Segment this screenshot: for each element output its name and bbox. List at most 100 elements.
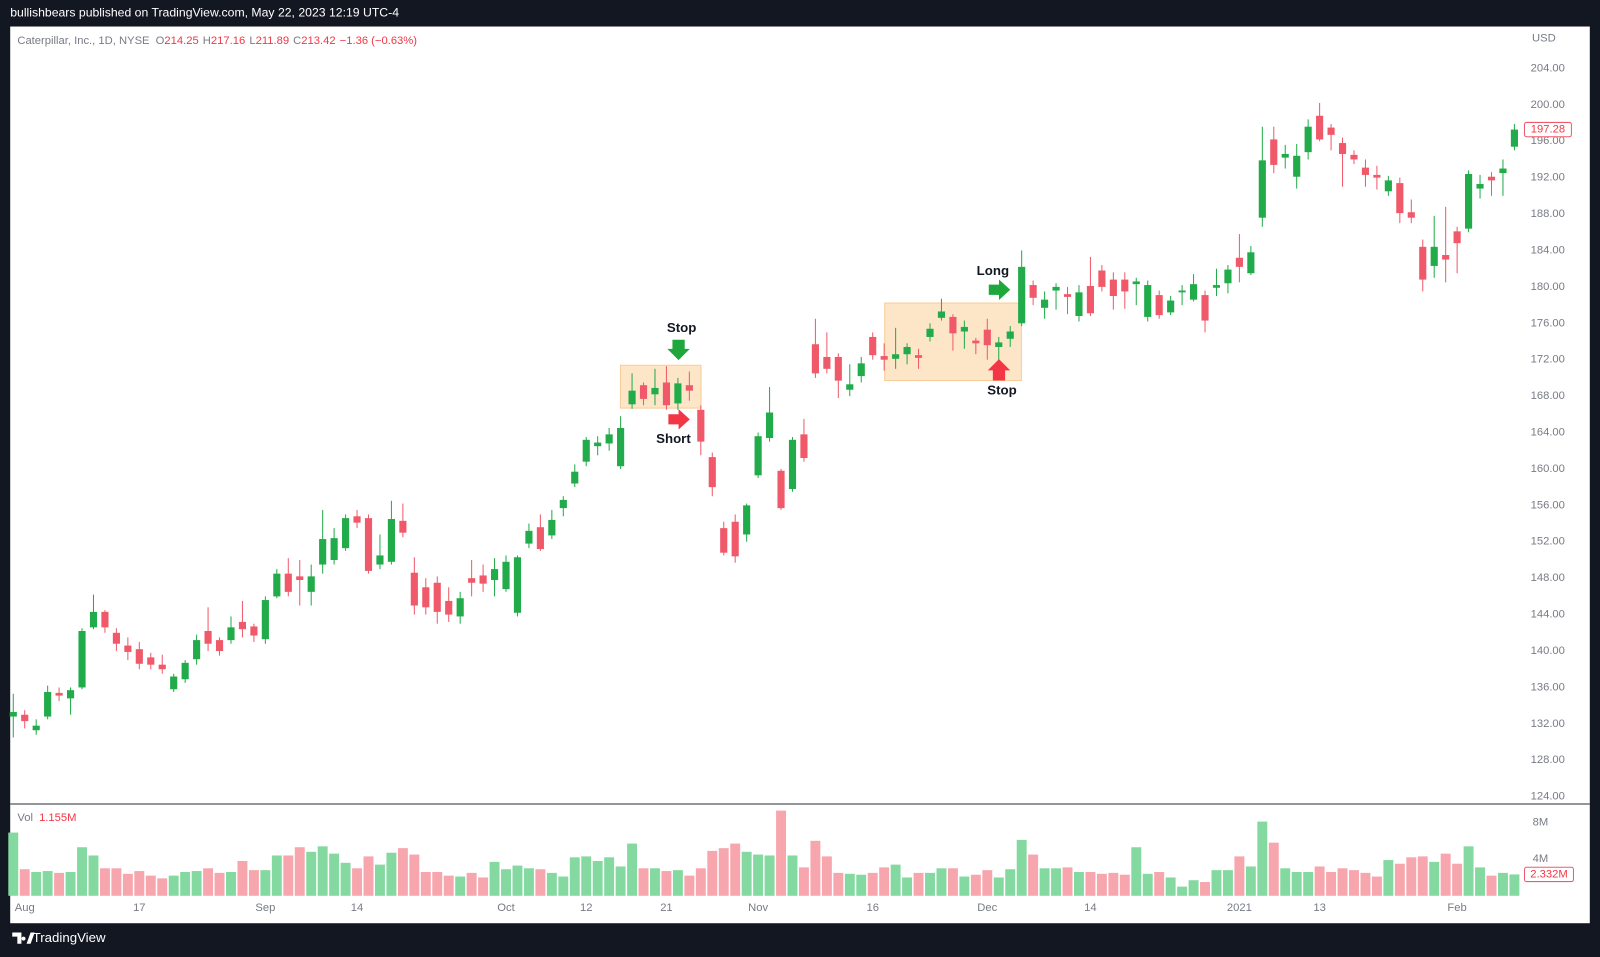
arrow-right xyxy=(988,279,1011,300)
candle-body xyxy=(78,630,86,688)
candle-body xyxy=(89,611,98,628)
candle-body xyxy=(685,385,693,391)
volume-legend-value: 1.155M xyxy=(39,812,76,824)
candle-body xyxy=(319,539,327,565)
candle-body xyxy=(364,518,373,571)
candle-body xyxy=(410,572,418,606)
candle-body xyxy=(617,427,625,467)
volume-bar xyxy=(1016,839,1027,896)
candle-body xyxy=(1132,281,1140,285)
candle-body xyxy=(937,311,946,318)
candle-body xyxy=(720,528,728,553)
volume-bar xyxy=(936,868,947,896)
volume-bar xyxy=(1245,866,1256,896)
volume-bar xyxy=(569,857,580,896)
candle-body xyxy=(468,578,476,583)
volume-bar xyxy=(214,872,225,896)
volume-bar xyxy=(718,848,729,896)
candle-body xyxy=(1396,183,1404,214)
volume-bar xyxy=(844,873,855,896)
volume-bar xyxy=(1051,868,1062,896)
legend-ohlc-value: 211.89 xyxy=(256,35,289,47)
candle-body xyxy=(1338,143,1347,154)
volume-bar xyxy=(1291,871,1302,896)
volume-bar xyxy=(180,871,191,896)
candle-body xyxy=(972,340,980,344)
volume-bar xyxy=(1177,886,1188,896)
candle-body xyxy=(766,412,774,439)
volume-bar xyxy=(168,875,179,896)
volume-bar xyxy=(8,832,19,896)
volume-bar xyxy=(650,868,660,896)
candle-body xyxy=(1063,294,1072,297)
candle-body xyxy=(1384,180,1392,192)
candle-body xyxy=(1247,252,1255,274)
y-tick-label: 140.00 xyxy=(1531,645,1565,657)
volume-bar xyxy=(947,868,958,896)
volume-bar xyxy=(810,840,821,896)
candle-body xyxy=(376,555,384,565)
candle-body xyxy=(995,342,1003,347)
candle-body xyxy=(296,576,304,581)
candle-body xyxy=(1224,269,1232,284)
candle-body xyxy=(124,645,132,652)
volume-bar xyxy=(741,851,752,896)
x-tick-label: 21 xyxy=(660,902,672,914)
x-tick-label: 2021 xyxy=(1227,902,1252,914)
candle-body xyxy=(1465,174,1473,229)
volume-tick-label: 4M xyxy=(1533,853,1549,865)
volume-bar xyxy=(798,867,809,896)
candle-body xyxy=(1304,126,1312,153)
candle-body xyxy=(628,390,636,405)
volume-bar xyxy=(535,869,546,896)
x-tick-label: Oct xyxy=(497,902,515,914)
logo-icon xyxy=(12,932,35,944)
volume-bar xyxy=(1486,875,1497,896)
candle-body xyxy=(1086,285,1094,314)
candle-body xyxy=(1235,257,1243,267)
candle-body xyxy=(857,363,865,377)
candle-body xyxy=(674,383,682,404)
candle-body xyxy=(697,409,705,442)
volume-bar xyxy=(993,877,1004,896)
volume-bar xyxy=(191,871,202,896)
volume-bar xyxy=(237,860,248,896)
candle-body xyxy=(525,530,533,544)
volume-bar xyxy=(581,856,592,896)
candle-body xyxy=(1499,168,1507,174)
legend-ohlc-label: O xyxy=(156,35,165,47)
candle-body xyxy=(1052,286,1060,291)
volume-bar xyxy=(1303,871,1314,896)
volume-bar xyxy=(1417,856,1428,896)
x-tick-label: Sep xyxy=(255,902,275,914)
candle-body xyxy=(273,573,281,597)
candle-body xyxy=(227,627,235,641)
volume-bar xyxy=(99,868,110,896)
volume-bar xyxy=(420,871,431,896)
volume-bar xyxy=(867,872,878,896)
volume-bar xyxy=(764,855,775,896)
candle-body xyxy=(1430,246,1438,266)
candle-body xyxy=(662,382,671,406)
volume-bar xyxy=(1268,842,1279,896)
volume-bar xyxy=(145,875,156,896)
candle-body xyxy=(1029,285,1037,298)
candle-body xyxy=(399,520,407,533)
footer-brand: TradingView xyxy=(33,930,106,945)
candle-body xyxy=(479,575,487,584)
candle-body xyxy=(1189,284,1198,300)
volume-bar xyxy=(1108,872,1119,896)
volume-legend: Vol 1.155M xyxy=(17,812,76,824)
volume-bar xyxy=(1005,869,1016,896)
candle-body xyxy=(960,326,968,332)
y-tick-label: 160.00 xyxy=(1531,463,1565,475)
volume-bar xyxy=(1463,846,1474,896)
candle-body xyxy=(261,600,269,640)
candle-body xyxy=(204,630,212,644)
candle-body xyxy=(9,712,17,717)
volume-bar xyxy=(1188,880,1199,896)
volume-bar xyxy=(111,868,122,896)
volume-bar xyxy=(42,871,53,896)
volume-bar xyxy=(271,855,282,896)
